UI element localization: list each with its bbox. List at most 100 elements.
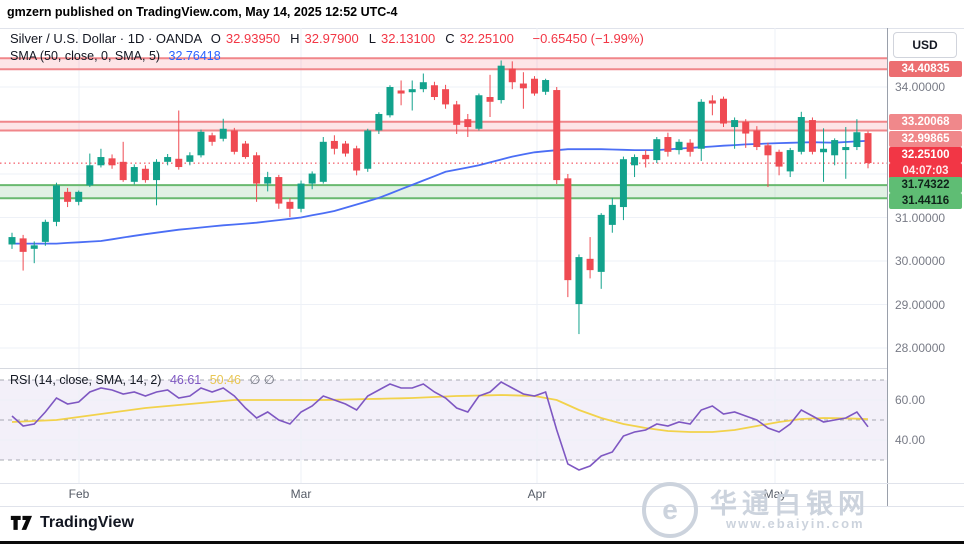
resistance-zone [0, 121, 887, 131]
candle-body [397, 90, 405, 94]
rsi-ma-value: 50.46 [209, 373, 241, 387]
candle-body [197, 131, 205, 156]
ohlc-values: O 32.93950 H 32.97900 L 32.13100 C 32.25100 [211, 31, 524, 46]
sma-legend: SMA (50, close, 0, SMA, 5) 32.76418 [10, 49, 226, 63]
candle-body [186, 155, 194, 162]
candle-body [664, 137, 672, 152]
candle-body [141, 168, 149, 181]
candle-body [442, 89, 450, 105]
candle-body [608, 204, 616, 225]
candle-body [653, 139, 661, 161]
ohlc-item: L 32.13100 [368, 31, 436, 46]
ohlc-item: H 32.97900 [290, 31, 359, 46]
candle-body [41, 221, 49, 242]
candle-body [419, 82, 427, 90]
rsi-hidden-bands: ∅ ∅ [249, 373, 275, 387]
sma-label: SMA (50, close, 0, SMA, 5) [10, 49, 161, 63]
candle-body [742, 121, 750, 134]
candle-body [486, 97, 494, 102]
candle-body [708, 100, 716, 104]
candle-body [319, 141, 327, 182]
symbol-title: Silver / U.S. Dollar · 1D · OANDA [10, 31, 203, 46]
candle-body [697, 101, 705, 149]
sma-value: 32.76418 [168, 49, 221, 63]
candle-body [375, 113, 383, 131]
candle-body [108, 158, 116, 166]
candle-body [164, 157, 172, 162]
sma50-line [12, 139, 869, 245]
candle-body [364, 130, 372, 169]
candle-body [797, 117, 805, 152]
watermark-site-name: 华通白银网 [710, 489, 870, 519]
price-tick-label: 31.00000 [895, 210, 946, 225]
chart-top-border [0, 28, 964, 29]
candle-body [642, 154, 650, 160]
candle-body [52, 185, 60, 222]
resistance-zone [0, 58, 887, 70]
change-value: −0.65450 (−1.99%) [532, 31, 644, 46]
candle-body [764, 145, 772, 156]
currency-toggle-button[interactable]: USD [893, 32, 957, 58]
candle-body [808, 120, 816, 152]
month-label: May [763, 487, 787, 501]
candle-body [308, 173, 316, 184]
candle-body [253, 155, 261, 184]
price-axis-badge: 33.20068 [889, 113, 962, 130]
candle-body [119, 161, 127, 181]
candle-body [864, 133, 872, 164]
candle-body [275, 177, 283, 204]
rsi-ma-line [11, 394, 869, 433]
symbol-legend: Silver / U.S. Dollar · 1D · OANDA O 32.93… [10, 31, 649, 46]
month-label: Feb [68, 487, 90, 501]
time-axis[interactable]: Feb Mar Apr May [0, 484, 887, 506]
watermark-site-url: www.ebaiyin.com [726, 516, 865, 531]
price-axis-badge: 34.40835 [889, 61, 962, 78]
candle-body [731, 120, 739, 128]
candle-body [64, 191, 72, 202]
candle-body [86, 165, 94, 186]
price-pane-canvas[interactable] [0, 28, 887, 369]
month-label: Apr [527, 487, 547, 501]
candle-body [575, 257, 583, 305]
candle-body [553, 90, 561, 181]
bottom-border-bar [0, 541, 964, 544]
price-tick-label: 34.00000 [895, 80, 946, 94]
rsi-tick-label: 40.00 [895, 433, 926, 447]
tradingview-brand-text: TradingView [40, 513, 134, 531]
candle-body [497, 65, 505, 101]
support-zone [0, 185, 887, 199]
candle-body [820, 148, 828, 153]
candle-body [286, 201, 294, 209]
ohlc-item: C 32.25100 [445, 31, 514, 46]
pane-separator[interactable] [0, 368, 887, 369]
candle-body [264, 177, 272, 184]
candle-body [853, 132, 861, 148]
price-tick-label: 29.00000 [895, 297, 946, 312]
candle-body [130, 167, 138, 182]
candle-body [386, 87, 394, 116]
tradingview-attribution[interactable]: TradingView [10, 511, 134, 534]
candle-body [97, 157, 105, 166]
candle-body [542, 80, 550, 92]
candle-body [230, 130, 238, 152]
candle-body [831, 140, 839, 156]
candle-body [153, 161, 161, 181]
price-axis-badge: 31.44116 [889, 193, 962, 210]
candle-body [842, 147, 850, 151]
candle-body [219, 128, 227, 139]
ohlc-item: O 32.93950 [210, 31, 281, 46]
candle-body [75, 191, 83, 202]
price-axis-badge: 04:07:03 [889, 163, 962, 180]
price-axis[interactable]: 34.00000 31.00000 30.00000 29.00000 28.00000… [888, 28, 964, 483]
candle-body [430, 85, 438, 98]
rsi-tick-label: 60.00 [895, 393, 926, 407]
candle-body [241, 143, 249, 158]
candle-body [19, 238, 27, 252]
candle-body [297, 183, 305, 209]
candle-body [786, 150, 794, 172]
candle-body [208, 135, 216, 142]
rsi-pane-canvas[interactable] [0, 369, 887, 483]
attribution-headline: gmzern published on TradingView.com, May… [7, 5, 398, 19]
candle-body [597, 214, 605, 272]
